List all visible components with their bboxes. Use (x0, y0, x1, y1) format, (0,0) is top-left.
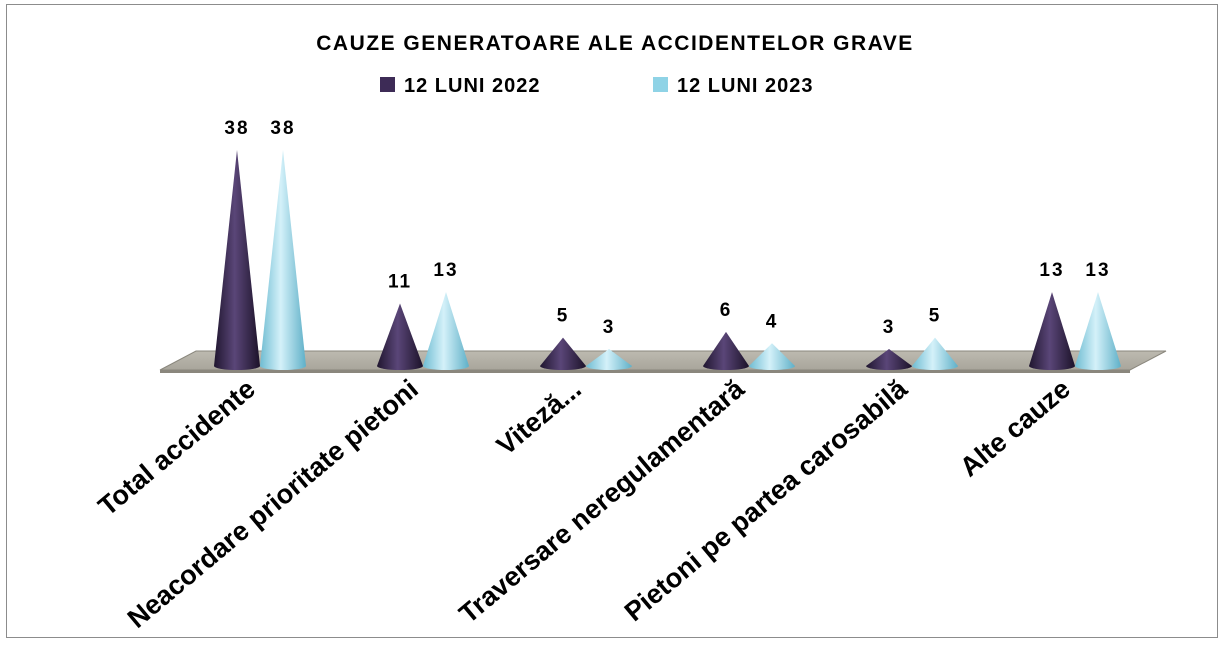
chart-title: CAUZE GENERATOARE ALE ACCIDENTELOR GRAVE (316, 32, 913, 55)
category-label-traversare-neregulamentara: Traversare neregulamentară (453, 373, 750, 629)
value-label-total-accidente-12-luni-2022: 38 (224, 118, 249, 139)
chart-marks (214, 150, 1121, 370)
value-label-alte-cauze-12-luni-2022: 13 (1039, 260, 1064, 281)
legend: 12 LUNI 2022 12 LUNI 2023 (380, 75, 814, 97)
cone-neacordare-prioritate-pietoni-12-luni-2023 (423, 292, 469, 370)
legend-label-2022: 12 LUNI 2022 (404, 75, 541, 97)
category-label-total-accidente: Total accidente (93, 374, 261, 522)
legend-swatch-2022 (380, 77, 395, 92)
chart-floor (159, 350, 1167, 373)
value-label-pietoni-pe-partea-carosabila-12-luni-2022: 3 (883, 317, 896, 338)
category-label-pietoni-pe-partea-carosabila: Pietoni pe partea carosabilă (619, 373, 914, 627)
value-labels: 38 38 11 13 5 3 6 4 3 5 13 13 (224, 118, 1110, 338)
cone-pietoni-pe-partea-carosabila-12-luni-2023 (912, 337, 958, 370)
value-label-pietoni-pe-partea-carosabila-12-luni-2023: 5 (929, 306, 942, 327)
value-label-viteza-12-luni-2022: 5 (557, 306, 570, 327)
legend-swatch-2023 (653, 77, 668, 92)
value-label-neacordare-prioritate-pietoni-12-luni-2022: 11 (388, 271, 412, 292)
cone-pietoni-pe-partea-carosabila-12-luni-2022 (866, 348, 912, 370)
cone-alte-cauze-12-luni-2023 (1075, 292, 1121, 370)
value-label-neacordare-prioritate-pietoni-12-luni-2023: 13 (433, 260, 458, 281)
cone-neacordare-prioritate-pietoni-12-luni-2022 (377, 303, 423, 370)
cone-traversare-neregulamentara-12-luni-2022 (703, 331, 749, 370)
category-label-viteza: Viteză... (491, 374, 587, 461)
cone-traversare-neregulamentara-12-luni-2023 (749, 343, 795, 370)
value-label-alte-cauze-12-luni-2023: 13 (1085, 260, 1110, 281)
cone-total-accidente-12-luni-2023 (260, 150, 306, 370)
value-label-traversare-neregulamentara-12-luni-2022: 6 (720, 300, 733, 321)
cone-viteza-12-luni-2022 (540, 337, 586, 370)
category-label-neacordare-prioritate-pietoni: Neacordare prioritate pietoni (122, 374, 424, 634)
cone-viteza-12-luni-2023 (586, 348, 632, 370)
chart-frame (6, 4, 1218, 638)
category-label-alte-cauze: Alte cauze (954, 374, 1076, 483)
legend-label-2023: 12 LUNI 2023 (677, 75, 814, 97)
value-label-total-accidente-12-luni-2023: 38 (270, 118, 295, 139)
value-label-traversare-neregulamentara-12-luni-2023: 4 (766, 311, 779, 332)
cone-total-accidente-12-luni-2022 (214, 150, 260, 370)
cone-alte-cauze-12-luni-2022 (1029, 292, 1075, 370)
value-label-viteza-12-luni-2023: 3 (603, 317, 616, 338)
